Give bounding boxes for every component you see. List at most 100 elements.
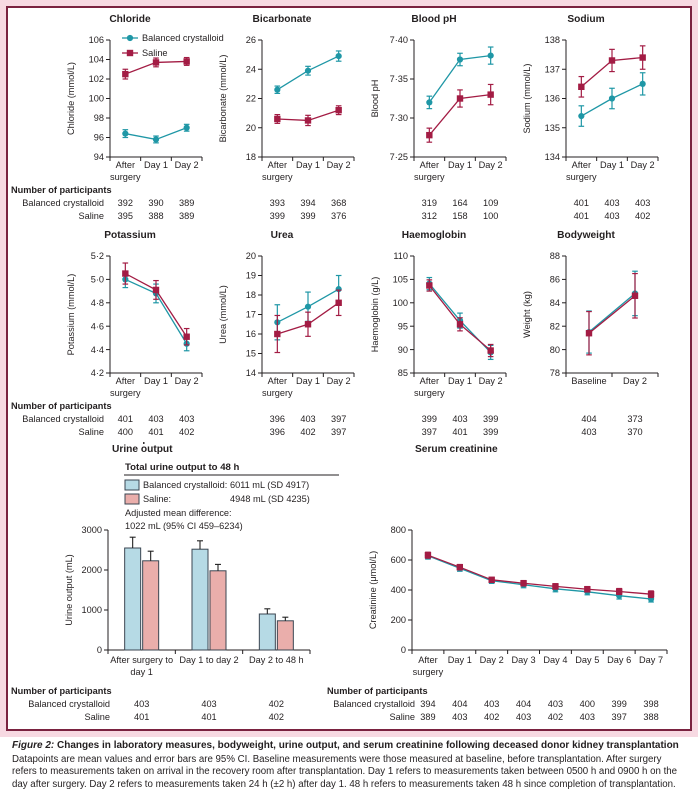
bodyweight-ytick: 82 xyxy=(550,321,560,331)
data-point-circle xyxy=(639,80,646,87)
chloride-ytick: 102 xyxy=(89,74,104,84)
participant-count: 400 xyxy=(118,427,133,437)
chart-urea: Urea Urea (mmol/L) 14 15 16 17 18 19 20 After surg… xyxy=(218,230,355,437)
participant-count: 403 xyxy=(604,211,619,221)
bodyweight-series-balanced xyxy=(585,270,639,354)
participant-count: 401 xyxy=(452,427,467,437)
data-point-square xyxy=(608,57,616,64)
chart-chloride: Chloride Chloride (mmol/L) 94 96 98 100 102 104… xyxy=(66,14,224,221)
urine-output-title: Urine output xyxy=(112,444,173,455)
bodyweight-xtick-label: Baseline xyxy=(571,376,606,386)
data-point-square xyxy=(274,330,281,338)
serum-creatinine-series-saline xyxy=(424,551,655,599)
participants-row-label: Saline xyxy=(84,712,110,722)
data-point-circle xyxy=(152,136,160,143)
participant-count: 402 xyxy=(635,211,650,221)
participant-count: 397 xyxy=(331,414,346,424)
potassium-ytick: 5·0 xyxy=(91,275,104,285)
haemoglobin-participants: 399 403 399 397 401 399 xyxy=(422,414,499,437)
participant-count: 100 xyxy=(483,211,498,221)
urea-xtick-label: surgery xyxy=(262,388,293,398)
bicarbonate-ytick: 22 xyxy=(246,94,256,104)
chloride-xtick-label: Day 1 xyxy=(144,160,168,170)
serum-creatinine-ytick: 200 xyxy=(391,615,406,625)
sodium-series-saline xyxy=(578,45,646,98)
legend-square-marker xyxy=(126,49,134,57)
haemoglobin-series-saline xyxy=(426,279,494,358)
chloride-series-balanced xyxy=(122,123,190,144)
bodyweight-series-saline xyxy=(585,272,639,356)
haemoglobin-xtick-label: surgery xyxy=(414,388,445,398)
blood-ph-title: Blood pH xyxy=(411,14,456,25)
urea-xtick-label: Day 2 xyxy=(327,376,351,386)
serum-creatinine-xtick-label: Day 7 xyxy=(639,655,663,665)
chart-potassium: Potassium Potassium (mmol/L) 4·2 4·4 4·6 4·8 5… xyxy=(66,230,203,437)
data-point-square xyxy=(152,286,160,294)
haemoglobin-xtick-label: Day 1 xyxy=(448,376,472,386)
data-point-square xyxy=(578,83,585,90)
blood-ph-ylabel: Blood pH xyxy=(370,80,380,118)
urine-output-xtick-label: After surgery to xyxy=(110,655,173,665)
participant-count: 402 xyxy=(269,699,284,709)
serum-creatinine-xtick-label: Day 2 xyxy=(480,655,504,665)
data-point-circle xyxy=(274,86,281,93)
sodium-series-balanced xyxy=(578,72,646,127)
participant-count: 402 xyxy=(548,712,563,722)
chloride-title: Chloride xyxy=(109,14,151,25)
charts-row-2: Potassium Potassium (mmol/L) 4·2 4·4 4·6 4·8 5… xyxy=(11,230,659,437)
serum-creatinine-ytick: 400 xyxy=(391,585,406,595)
participant-count: 403 xyxy=(548,699,563,709)
blood-ph-participants: 319 164 109 312 158 100 xyxy=(422,198,499,221)
blood-ph-xtick-label: After xyxy=(420,160,439,170)
potassium-xtick-label: Day 1 xyxy=(144,376,168,386)
urine-output-xtick-label: Day 2 to 48 h xyxy=(249,655,304,665)
haemoglobin-ytick: 85 xyxy=(398,368,408,378)
potassium-xtick-label: Day 2 xyxy=(175,376,199,386)
participant-count: 370 xyxy=(627,427,642,437)
serum-creatinine-xtick-label: Day 1 xyxy=(448,655,472,665)
sodium-xtick-label: Day 1 xyxy=(600,160,624,170)
participants-row-label: Balanced crystalloid xyxy=(22,414,104,424)
data-point-square xyxy=(487,347,494,354)
urine-output-ytick: 0 xyxy=(97,645,102,655)
sodium-xtick-label: Day 2 xyxy=(631,160,655,170)
participant-count: 399 xyxy=(483,427,498,437)
bicarbonate-xtick-label: Day 2 xyxy=(327,160,351,170)
urine-output-ylabel: Urine output (mL) xyxy=(64,554,74,626)
participant-count: 399 xyxy=(270,211,285,221)
participant-count: 403 xyxy=(580,712,595,722)
participant-count: 376 xyxy=(331,211,346,221)
legend-value: 4948 mL (SD 4235) xyxy=(230,494,310,504)
bodyweight-ytick: 80 xyxy=(550,345,560,355)
potassium-ytick: 4·6 xyxy=(91,321,104,331)
data-point-square xyxy=(456,321,464,328)
bar-balanced xyxy=(258,613,276,651)
participant-count: 388 xyxy=(643,712,658,722)
participant-count: 404 xyxy=(452,699,467,709)
data-point-square xyxy=(456,95,464,102)
serum-creatinine-title: Serum creatinine xyxy=(415,444,498,455)
urea-ytick: 16 xyxy=(246,329,256,339)
bodyweight-ylabel: Weight (kg) xyxy=(522,291,532,338)
urea-ytick: 14 xyxy=(246,368,256,378)
serum-creatinine-ytick: 800 xyxy=(391,525,406,535)
participant-count: 403 xyxy=(484,699,499,709)
participant-count: 401 xyxy=(201,712,216,722)
potassium-participants: 401 403 403 400 401 402 xyxy=(118,414,195,437)
figure-caption-title-line: Figure 2: Changes in laboratory measures… xyxy=(12,740,686,753)
data-point-square xyxy=(274,115,281,123)
charts-row-1: Chloride Chloride (mmol/L) 94 96 98 100 102 104… xyxy=(11,14,659,221)
haemoglobin-ytick: 105 xyxy=(393,275,408,285)
participant-count: 399 xyxy=(483,414,498,424)
participants-header: Number of participants xyxy=(327,686,428,696)
legend-value: 6011 mL (SD 4917) xyxy=(230,480,309,490)
participant-count: 402 xyxy=(484,712,499,722)
participant-count: 403 xyxy=(452,712,467,722)
data-point-square xyxy=(183,333,190,340)
participant-count: 401 xyxy=(148,427,163,437)
participant-count: 400 xyxy=(580,699,595,709)
bicarbonate-ytick: 24 xyxy=(246,64,256,74)
participant-count: 402 xyxy=(179,427,194,437)
bodyweight-title: Bodyweight xyxy=(557,230,615,241)
urine-output-xtick-label: day 1 xyxy=(130,667,152,677)
